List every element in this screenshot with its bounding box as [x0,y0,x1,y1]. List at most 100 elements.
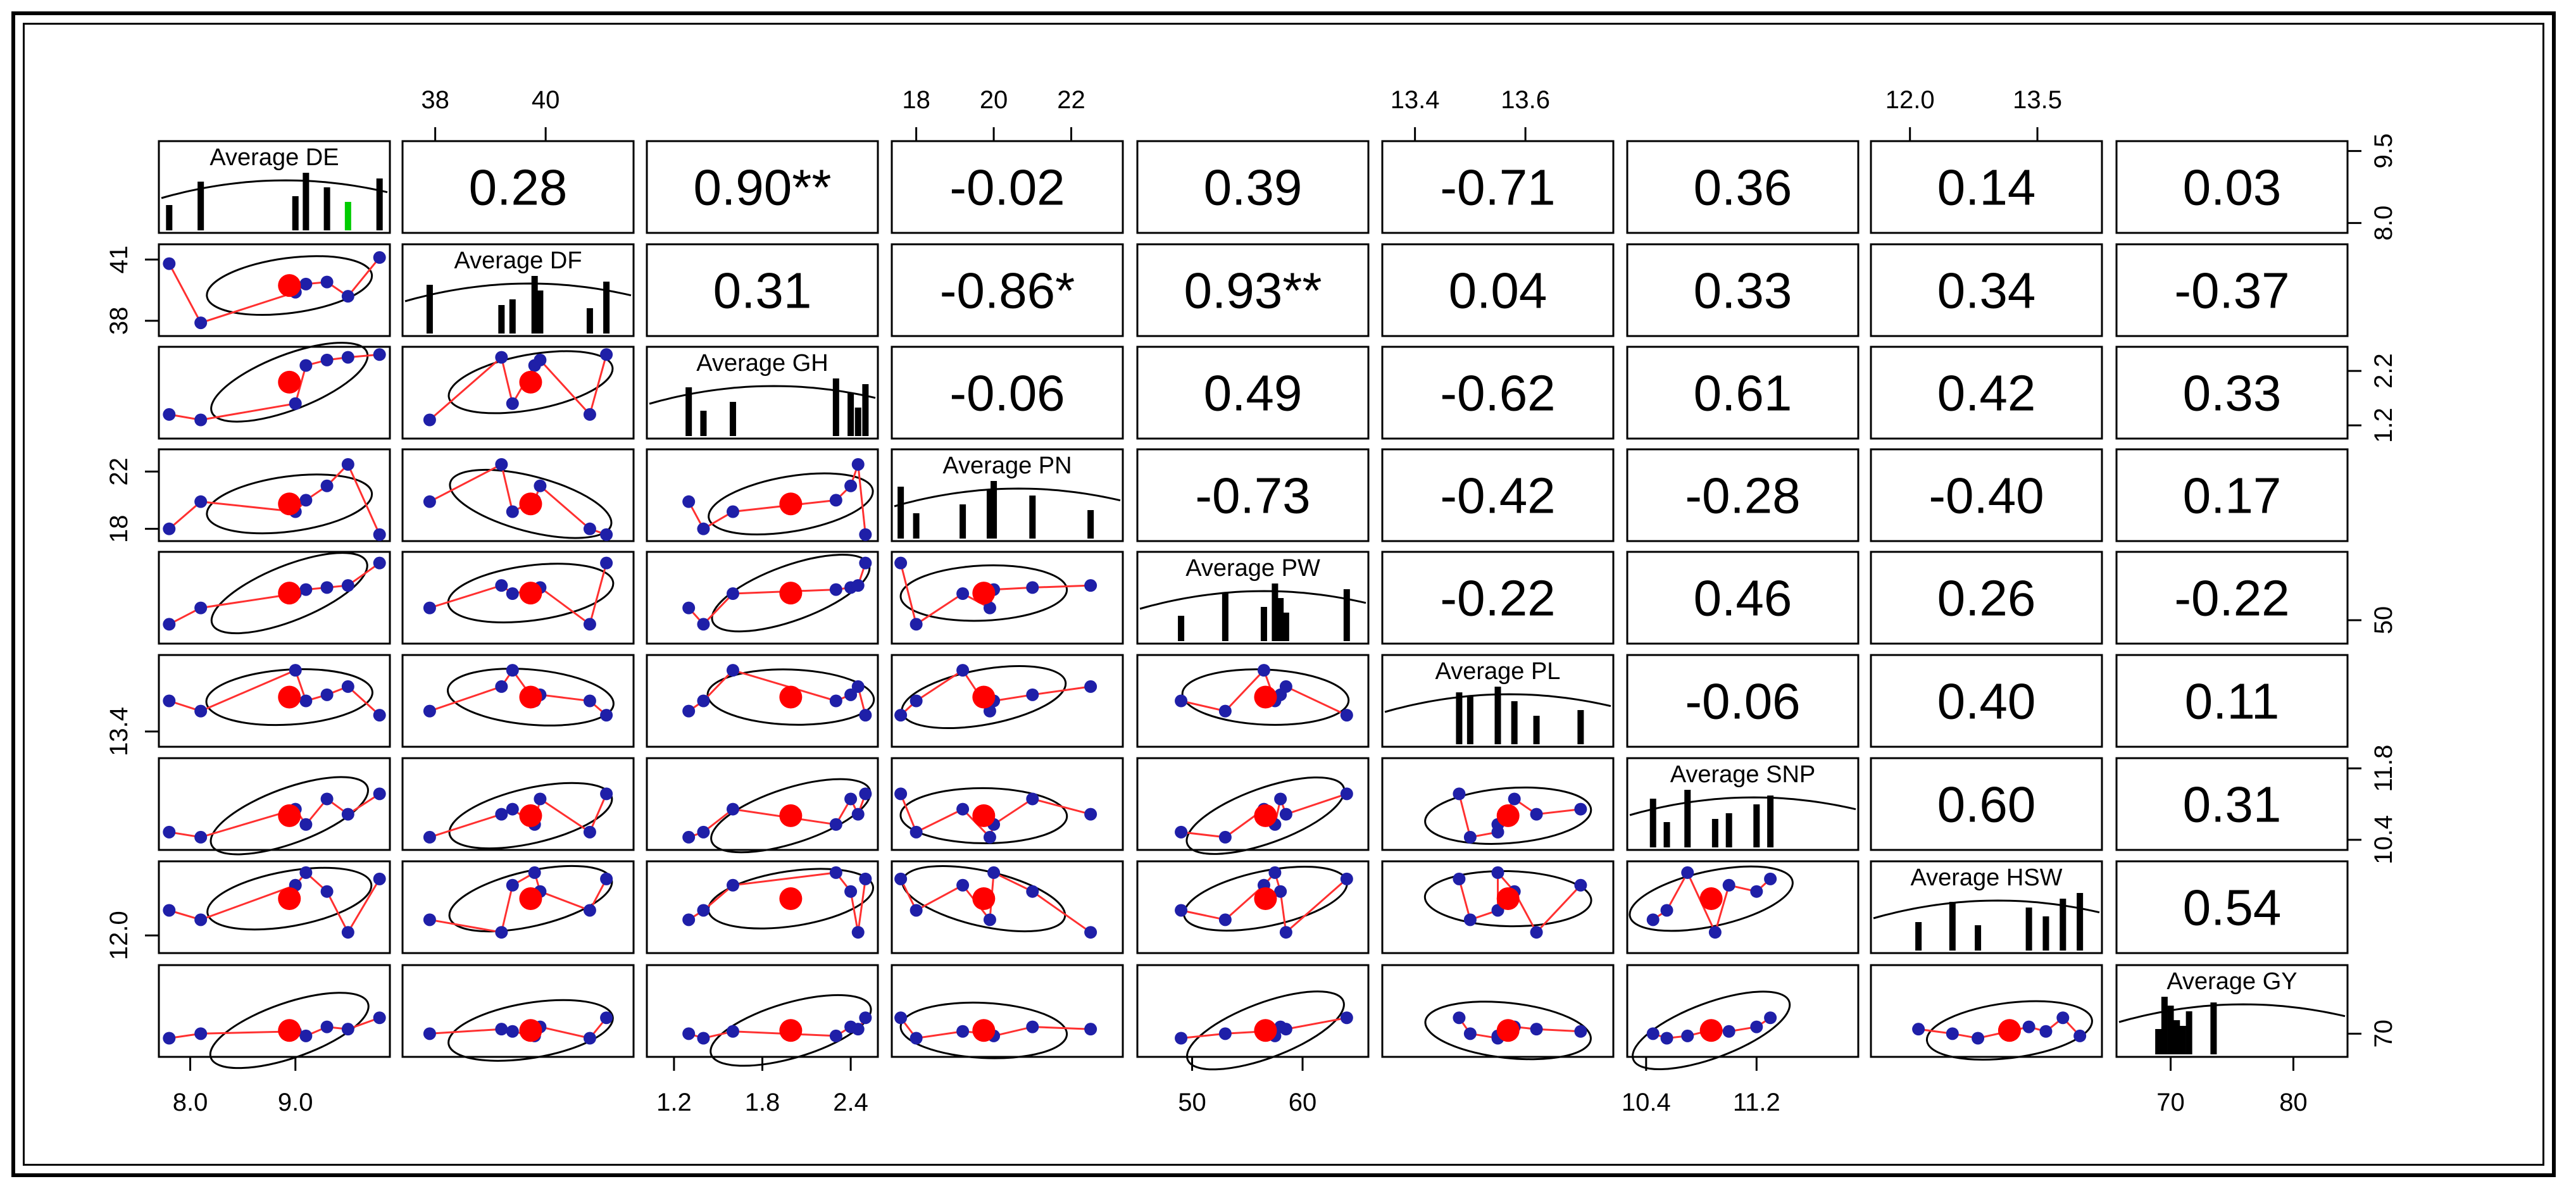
data-point [583,694,596,708]
panel-frame-8-3 [891,964,1124,1058]
diag-bar [1577,710,1584,744]
centroid-point [519,685,542,709]
data-point [2022,1020,2035,1033]
data-point [859,556,872,570]
data-point [423,830,436,844]
diag-bar [166,205,173,230]
axis-tick-label: 13.6 [1501,86,1550,114]
axis-tick-label: 12.0 [105,911,133,960]
correlation-label: -0.86* [940,263,1075,319]
data-point [682,601,696,615]
correlation-label: -0.62 [1440,365,1555,421]
data-point [320,885,334,898]
correlation-ellipse [710,994,872,1067]
correlation-label: -0.06 [949,365,1065,421]
data-point [1026,792,1039,806]
data-point [894,872,908,885]
data-point [423,413,436,427]
panel-frame-7-8 [2115,860,2349,954]
density-curve [2118,1003,2346,1023]
correlation-label: 0.04 [1449,263,1547,319]
centroid-point [1496,1019,1520,1042]
axis-tick-label: 2.4 [833,1089,868,1116]
centroid-point [519,370,542,394]
data-point [373,1011,386,1025]
panel-frame-0-7 [1870,140,2103,234]
data-point [299,583,313,596]
centroid-point [278,370,301,394]
diag-bar [2179,1026,2186,1054]
panel-frame-5-8 [2115,654,2349,748]
data-point [373,709,386,722]
axis-tick-label: 20 [980,86,1008,114]
centroid-point [519,804,542,827]
correlation-label: 0.39 [1204,159,1303,216]
data-point [859,1011,872,1025]
panel-frame-2-4 [1136,346,1370,440]
axis-tick-label: 10.4 [2370,815,2398,864]
data-point [983,913,996,927]
data-point [320,275,334,289]
diag-bar [1725,813,1732,847]
axis-tick-label: 70 [2156,1089,2185,1116]
correlation-label: -0.42 [1440,468,1555,524]
panel-frame-3-4 [1136,448,1370,542]
data-point [1026,688,1039,701]
correlation-label: 0.61 [1694,365,1792,421]
data-point [495,351,508,364]
data-point [1972,1032,1985,1045]
panel-frame-2-3 [891,346,1124,440]
data-point [320,688,334,701]
data-point [829,494,842,507]
data-point [682,704,696,718]
data-point [1750,1020,1763,1033]
centroid-point [278,492,301,516]
centroid-point [972,804,996,827]
correlation-ellipse [210,552,368,635]
data-point [299,1029,313,1042]
data-point [1175,694,1188,708]
data-point [1764,1011,1777,1025]
correlation-ellipse [205,668,373,727]
diag-bar [1663,822,1670,847]
data-point [163,522,176,535]
axis-tick-label: 50 [1178,1089,1206,1116]
data-point [320,353,334,366]
diag-bar [1533,716,1540,744]
panel-frame-2-2 [646,346,879,440]
correlation-label: 0.14 [1937,159,2036,216]
panel-frame-3-7 [1870,448,2103,542]
diag-bar [344,202,351,230]
correlation-ellipse [1424,1001,1592,1061]
data-point [829,583,842,596]
centroid-point [1699,1019,1723,1042]
correlation-label: 0.42 [1937,365,2036,421]
data-point [1912,1023,1925,1036]
data-point [910,1032,923,1045]
data-point [1681,1029,1694,1042]
diag-bar [1272,583,1279,641]
diag-variable-label: Average DF [454,247,582,274]
axis-tick-label: 9.0 [278,1089,313,1116]
data-point [851,458,865,471]
panel-frame-1-4 [1136,243,1370,337]
centroid-point [1254,1019,1277,1042]
diag-bar [292,196,299,230]
diag-bar [1649,799,1656,847]
centroid-point [1998,1019,2021,1042]
data-point [894,709,908,722]
centroid-point [972,887,996,911]
data-point [299,494,313,507]
data-point [1453,872,1466,885]
data-point [163,408,176,421]
data-point [341,579,354,592]
correlation-ellipse [1925,1000,2093,1061]
data-point [726,664,739,677]
data-point [506,878,519,892]
data-point [1453,1011,1466,1025]
data-point [600,787,613,801]
density-curve [404,282,632,303]
data-point [373,556,386,570]
diag-bar [862,384,869,436]
axis-tick-label: 1.2 [2370,408,2398,443]
